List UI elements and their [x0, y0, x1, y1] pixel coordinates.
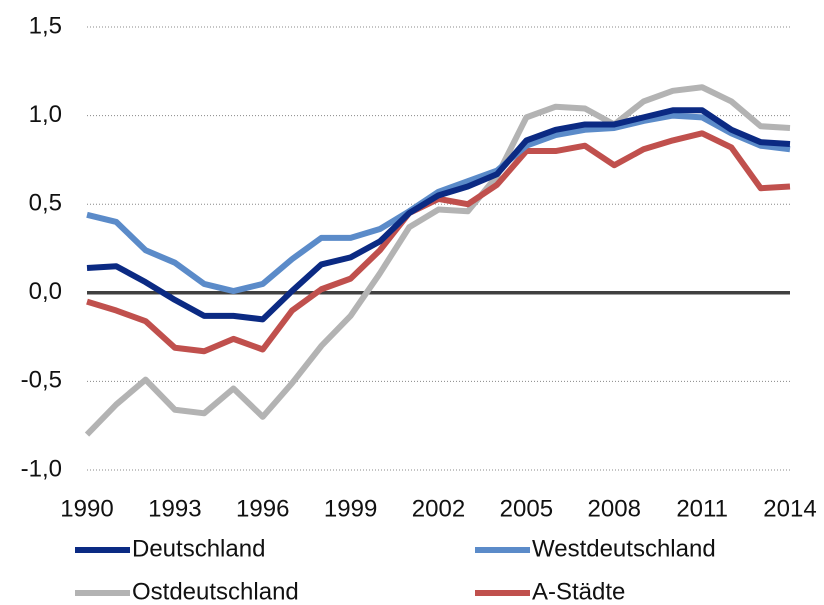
x-tick-label: 1999	[324, 495, 377, 522]
legend-label: A-Städte	[532, 578, 625, 605]
legend-label: Westdeutschland	[532, 535, 716, 562]
x-tick-label: 1996	[236, 495, 289, 522]
series-line	[86, 112, 791, 295]
series-line	[86, 107, 791, 323]
y-tick-label: 1,5	[29, 12, 62, 39]
x-tick-label: 2008	[588, 495, 641, 522]
x-tick-label: 2014	[763, 495, 816, 522]
legend-label: Deutschland	[132, 535, 265, 562]
x-tick-label: 2002	[412, 495, 465, 522]
x-tick-label: 1993	[148, 495, 201, 522]
legend-label: Ostdeutschland	[132, 578, 299, 605]
x-tick-label: 1990	[60, 495, 113, 522]
y-tick-label: 1,0	[29, 101, 62, 128]
y-tick-label: 0,0	[29, 278, 62, 305]
y-tick-label: -0,5	[21, 367, 62, 394]
x-tick-label: 2011	[676, 495, 728, 522]
x-tick-label: 2005	[500, 495, 553, 522]
y-tick-label: 0,5	[29, 190, 62, 217]
series-line	[84, 84, 791, 437]
y-tick-label: -1,0	[21, 455, 62, 482]
series-line	[86, 130, 791, 355]
